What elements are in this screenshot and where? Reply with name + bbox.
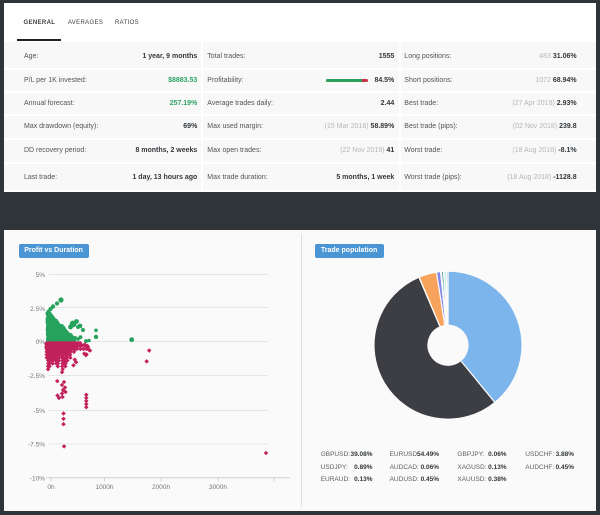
svg-text:3000h: 3000h (209, 484, 227, 491)
svg-text:2.5%: 2.5% (30, 306, 45, 313)
svg-text:-7.5%: -7.5% (28, 442, 45, 449)
svg-text:-10%: -10% (30, 475, 45, 482)
svg-text:-5%: -5% (33, 408, 45, 415)
svg-text:-2.5%: -2.5% (28, 373, 45, 380)
svg-text:1000h: 1000h (95, 484, 113, 491)
svg-text:2000h: 2000h (152, 484, 170, 491)
svg-text:5%: 5% (36, 272, 46, 279)
svg-text:0%: 0% (36, 339, 46, 346)
svg-text:0h: 0h (47, 484, 55, 491)
